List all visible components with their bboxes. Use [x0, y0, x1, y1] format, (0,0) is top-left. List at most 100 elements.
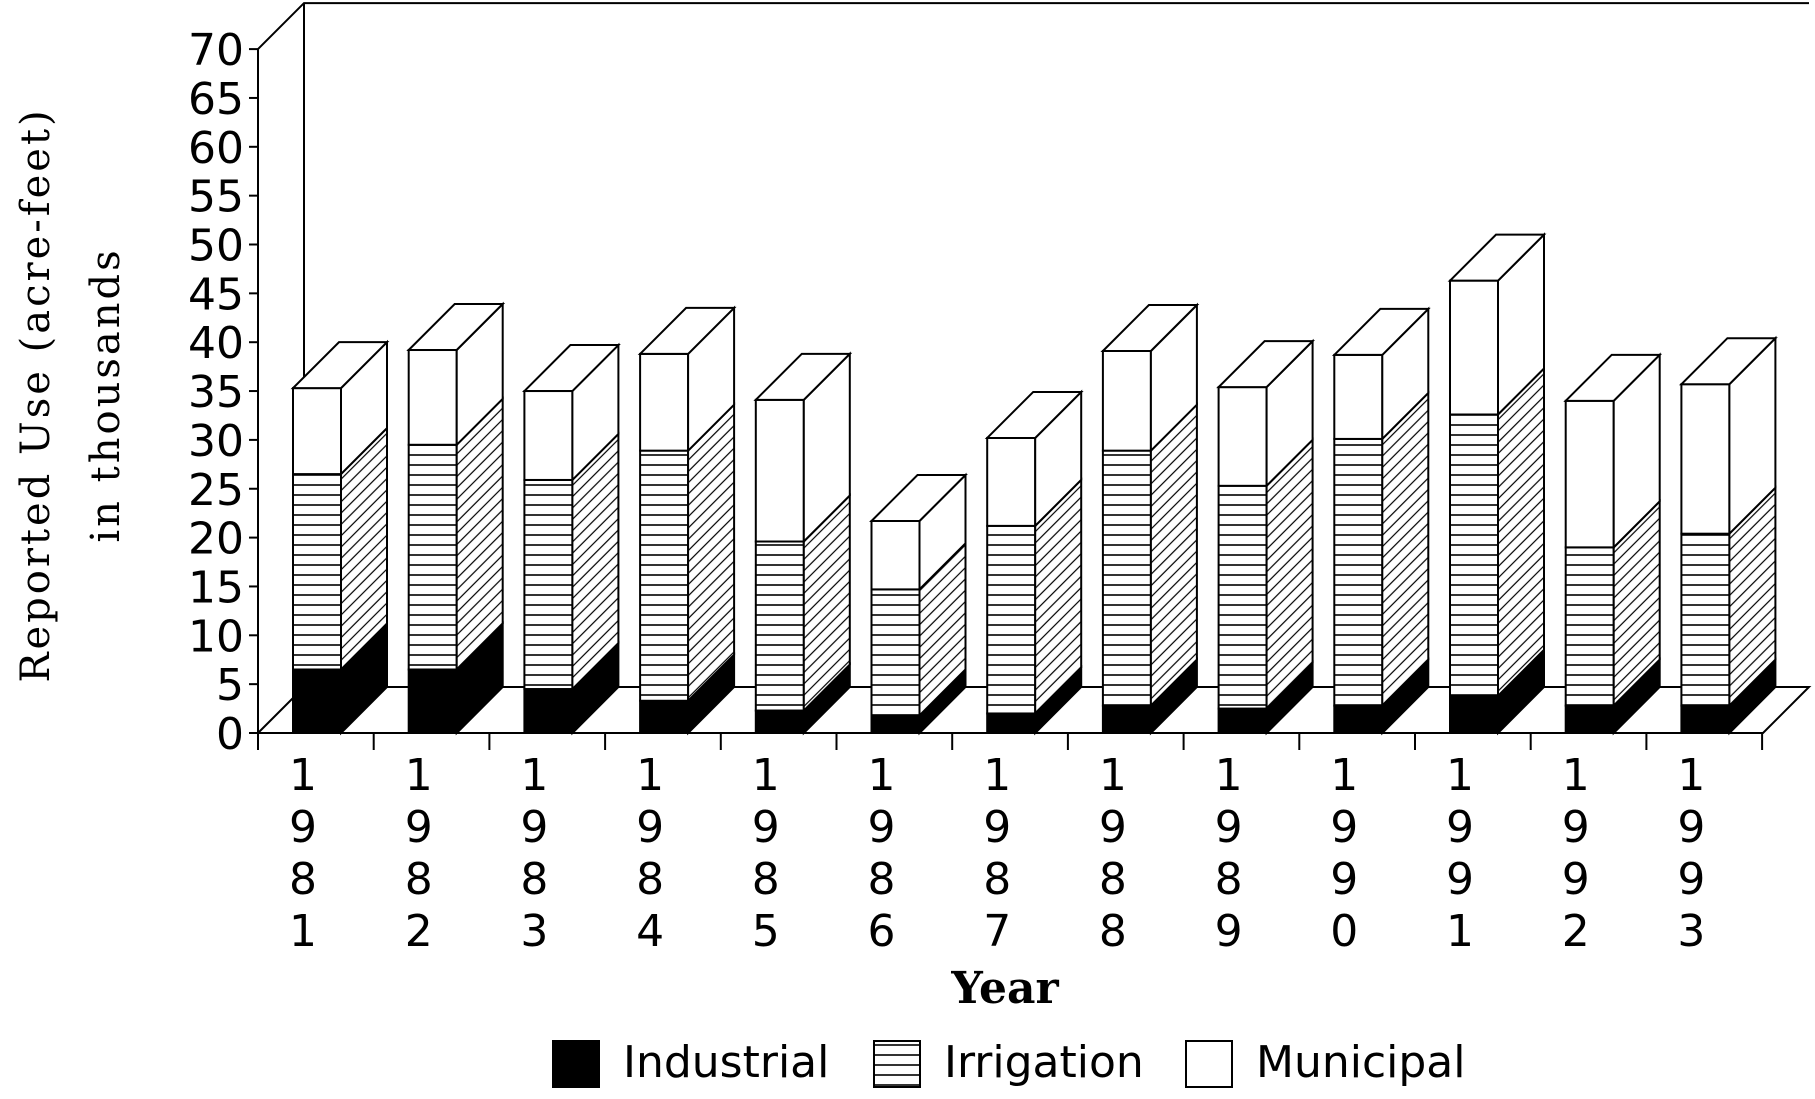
- y-axis-label-line2: in thousands: [83, 247, 129, 542]
- bar-stack-1991: [1447, 232, 1547, 736]
- bar-municipal-1988-front: [1101, 349, 1152, 452]
- bar-irrigation-1981-front: [292, 473, 342, 671]
- bars: [290, 232, 1778, 736]
- bar-stack-1985: [753, 351, 853, 736]
- bar-irrigation-1991-front: [1449, 413, 1499, 697]
- bar-municipal-1991-top: [1447, 233, 1547, 282]
- bar-irrigation-1982-side: [455, 396, 504, 672]
- bar-municipal-1982-top: [406, 303, 506, 352]
- bar-municipal-1990-front: [1333, 353, 1384, 440]
- y-tick-label: 50: [188, 221, 244, 272]
- bar-municipal-1983-top: [521, 344, 621, 393]
- bar-municipal-1982-front: [407, 349, 458, 446]
- bar-industrial-1993-front: [1680, 704, 1731, 734]
- bar-irrigation-1992-front: [1564, 546, 1615, 707]
- y-tick-label: 10: [188, 611, 244, 662]
- bar-stack-1989: [1216, 338, 1316, 736]
- bar-stack-1984: [637, 305, 737, 736]
- legend-label-municipal: Municipal: [1256, 1037, 1466, 1088]
- bar-irrigation-1983-front: [523, 478, 574, 691]
- bar-industrial-1990-front: [1333, 704, 1384, 734]
- bar-municipal-1989-top: [1216, 340, 1316, 389]
- legend-label-industrial: Industrial: [623, 1037, 829, 1088]
- bar-irrigation-1991-side: [1497, 366, 1545, 699]
- legend: Industrial Irrigation Municipal: [552, 1037, 1466, 1088]
- bar-irrigation-1989-front: [1217, 484, 1268, 710]
- legend-swatch-irrigation: [873, 1040, 921, 1088]
- bar-municipal-1986-top: [869, 473, 968, 522]
- back-wall-top: [257, 2, 1809, 50]
- y-tick-label: 40: [188, 318, 244, 369]
- bar-stack-1986: [869, 472, 968, 736]
- bar-municipal-1992-front: [1564, 399, 1615, 549]
- bar-irrigation-1984-side: [687, 402, 736, 704]
- bar-municipal-1987-front: [986, 436, 1037, 527]
- bar-municipal-1985-front: [754, 398, 805, 543]
- bar-irrigation-1993-front: [1680, 532, 1731, 707]
- y-tick-label: 30: [188, 416, 244, 467]
- bar-municipal-1981-top: [290, 341, 390, 390]
- bar-industrial-1982-front: [407, 668, 458, 734]
- bar-irrigation-1984-front: [639, 449, 690, 702]
- y-tick-label: 55: [188, 172, 244, 223]
- bar-municipal-1981-front: [292, 387, 342, 476]
- bar-stack-1992: [1563, 352, 1663, 736]
- bar-industrial-1985-front: [754, 709, 805, 734]
- bar-industrial-1986-front: [870, 714, 921, 735]
- bar-stack-1990: [1331, 306, 1431, 736]
- bar-stack-1988: [1100, 302, 1200, 736]
- y-tick-label: 15: [188, 562, 244, 613]
- legend-swatch-municipal: [1185, 1040, 1233, 1088]
- bar-industrial-1987-front: [986, 712, 1037, 735]
- bar-irrigation-1987-front: [986, 524, 1037, 715]
- bar-municipal-1989-front: [1217, 386, 1268, 487]
- y-tick-label: 45: [188, 269, 244, 320]
- bar-municipal-1993-front: [1680, 383, 1731, 535]
- y-tick-label: 60: [188, 123, 244, 174]
- bar-industrial-1989-front: [1217, 707, 1268, 735]
- bar-municipal-1985-top: [753, 352, 853, 401]
- x-axis-label: Year: [950, 963, 1059, 1014]
- bar-municipal-1990-top: [1331, 307, 1431, 356]
- legend-swatch-industrial: [552, 1040, 600, 1088]
- bar-industrial-1988-front: [1101, 704, 1152, 734]
- bar-irrigation-1990-side: [1381, 390, 1430, 709]
- y-tick-label: 65: [188, 74, 244, 125]
- bar-industrial-1983-front: [523, 688, 574, 734]
- bar-municipal-1991-front: [1449, 279, 1499, 416]
- bar-irrigation-1985-front: [754, 540, 805, 712]
- bar-irrigation-1982-front: [407, 443, 458, 671]
- bar-municipal-1987-top: [984, 390, 1084, 439]
- bar-irrigation-1988-front: [1101, 449, 1152, 707]
- bar-municipal-1988-top: [1100, 303, 1200, 352]
- legend-label-irrigation: Irrigation: [944, 1037, 1144, 1088]
- bar-stack-1983: [521, 342, 621, 736]
- y-tick-label: 20: [188, 514, 244, 565]
- bar-municipal-1986-front: [870, 519, 921, 591]
- y-tick-label: 0: [216, 709, 244, 760]
- bar-irrigation-1988-side: [1149, 402, 1198, 709]
- bar-irrigation-1986-front: [870, 588, 921, 717]
- bar-industrial-1992-front: [1564, 704, 1615, 734]
- bar-stack-1982: [406, 301, 506, 736]
- x-axis: 1 9 8 1 1 9 8 2 1 9 8 3 1 9 8 4 1 9 8 5 1 9 8 6 1 9 8 7 1 9 8 8 1 9 8 9 1 9 9 0…: [257, 732, 1764, 957]
- bar-industrial-1984-front: [639, 699, 690, 734]
- bar-municipal-1992-top: [1563, 353, 1663, 402]
- bar-municipal-1984-top: [637, 306, 737, 355]
- y-tick-label: 25: [188, 465, 244, 516]
- bar-stack-1981: [290, 339, 390, 736]
- y-tick-label: 5: [216, 660, 244, 711]
